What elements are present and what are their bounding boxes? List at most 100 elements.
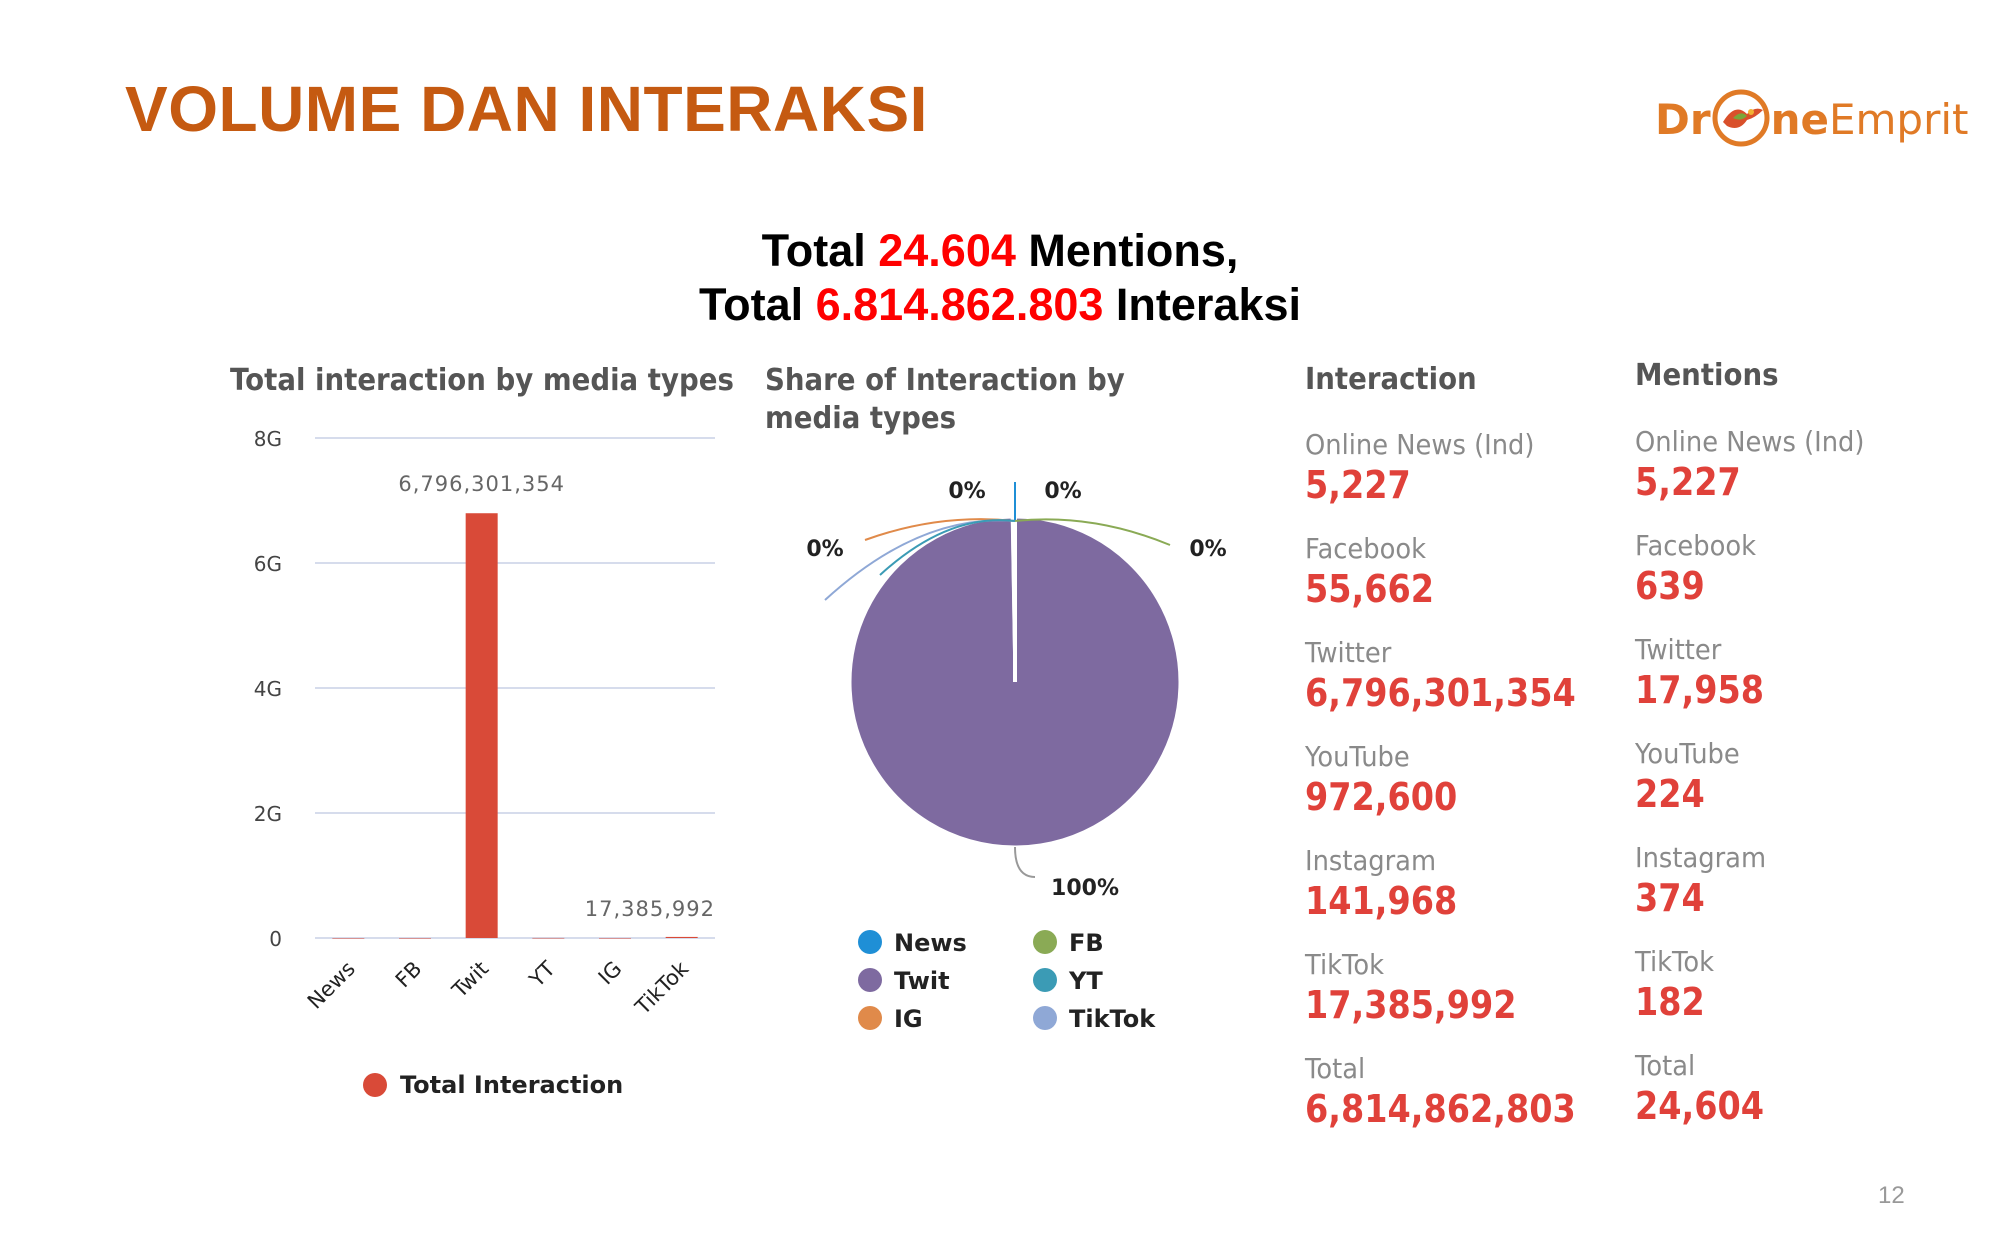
stat-label: Facebook: [1635, 529, 1757, 562]
drone-bird-logo-icon: [1711, 88, 1771, 148]
stat-label: Instagram: [1635, 841, 1767, 874]
slice-label: 0%: [1044, 479, 1081, 504]
logo-text-part: ne: [1770, 95, 1829, 144]
headline-suffix: Mentions,: [1015, 225, 1239, 276]
stat-value: 5,227: [1305, 463, 1411, 507]
stat-label: Twitter: [1635, 633, 1722, 666]
y-tick-label: 2G: [254, 802, 282, 826]
stat-item: Twitter 6,796,301,354: [1305, 636, 1613, 715]
leader-line: [879, 519, 1016, 576]
pie-chart: 0% 0% 0% 0% 100% News FB Twit YT IG TikTok: [806, 479, 1226, 1033]
slide-title: VOLUME DAN INTERAKSI: [125, 73, 928, 145]
legend-marker: [363, 1073, 387, 1097]
total-mentions-value: 24.604: [878, 225, 1016, 276]
slice-label: 0%: [806, 537, 843, 562]
stat-label: Total: [1635, 1049, 1696, 1082]
stat-item: Twitter 17,958: [1635, 633, 1782, 712]
y-tick-label: 4G: [254, 677, 282, 701]
slice-label: 100%: [1051, 876, 1119, 901]
stat-value: 24,604: [1635, 1084, 1765, 1128]
bar-ig: [599, 937, 631, 939]
legend-label: News: [894, 929, 967, 957]
stat-item: Facebook 55,662: [1305, 532, 1452, 611]
legend-marker: [858, 968, 882, 992]
data-label: 17,385,992: [585, 897, 715, 921]
x-tick-label: TikTok: [630, 956, 694, 1020]
stat-item: Online News (Ind) 5,227: [1635, 425, 1884, 504]
headline: Total 24.604 Mentions, Total 6.814.862.8…: [0, 224, 2000, 332]
y-tick-label: 6G: [254, 552, 282, 576]
logo-text-part: Emprit: [1828, 95, 1969, 144]
legend-label: IG: [894, 1005, 923, 1033]
headline-suffix: Interaksi: [1103, 279, 1302, 330]
legend-marker: [858, 930, 882, 954]
stat-value: 17,385,992: [1305, 983, 1517, 1027]
stat-label: TikTok: [1635, 945, 1715, 978]
stat-value: 224: [1635, 772, 1705, 816]
leader-line: [1014, 518, 1171, 546]
bar-fb: [399, 937, 431, 939]
leader-line: [1014, 846, 1036, 878]
stat-item: Facebook 639: [1635, 529, 1767, 608]
stat-value: 6,814,862,803: [1305, 1087, 1576, 1131]
headline-prefix: Total: [761, 225, 879, 276]
stat-item: Online News (Ind) 5,227: [1305, 428, 1554, 507]
stat-label: YouTube: [1635, 737, 1740, 770]
slice-label: 0%: [1189, 537, 1226, 562]
legend-marker: [1033, 1006, 1057, 1030]
stat-label: Instagram: [1305, 844, 1437, 877]
pie-chart-title: Share of Interaction by media types: [765, 363, 1125, 436]
headline-prefix: Total: [698, 279, 816, 330]
legend-label: FB: [1069, 929, 1104, 957]
stat-value: 5,227: [1635, 460, 1741, 504]
bar-news: [332, 937, 365, 939]
bar-yt: [532, 937, 565, 939]
legend-label: TikTok: [1069, 1005, 1156, 1033]
legend-label: Total Interaction: [400, 1071, 623, 1099]
logo-text-part: Dr: [1655, 95, 1711, 144]
interaction-column-title: Interaction: [1305, 362, 1477, 397]
bar-twit: [465, 513, 498, 938]
total-interactions-value: 6.814.862.803: [815, 279, 1104, 330]
x-tick-label: FB: [391, 957, 427, 993]
stat-value: 55,662: [1305, 567, 1435, 611]
x-tick-label: Twit: [447, 957, 493, 1003]
stat-label: TikTok: [1305, 948, 1385, 981]
stat-label: Facebook: [1305, 532, 1427, 565]
x-tick-label: IG: [594, 957, 627, 990]
stat-label: YouTube: [1305, 740, 1410, 773]
bar-chart-title: Total interaction by media types: [230, 363, 734, 398]
y-tick-label: 8G: [254, 427, 282, 451]
stat-value: 972,600: [1305, 775, 1458, 819]
stat-item: Instagram 141,968: [1305, 844, 1478, 923]
stat-value: 6,796,301,354: [1305, 671, 1576, 715]
stat-value: 141,968: [1305, 879, 1458, 923]
stat-item: Instagram 374: [1635, 841, 1777, 920]
bar-tiktok: [665, 936, 698, 938]
stat-value: 182: [1635, 980, 1705, 1024]
legend-marker: [1033, 968, 1057, 992]
stat-value: 17,958: [1635, 668, 1765, 712]
bar-chart: 0 2G 4G 6G 8G News FB Twit YT IG TikTok 6,796,301,3…: [254, 427, 715, 1099]
stat-label: Twitter: [1305, 636, 1392, 669]
slice-label: 0%: [948, 479, 985, 504]
stat-label: Online News (Ind): [1635, 425, 1865, 458]
stat-value: 639: [1635, 564, 1705, 608]
legend-marker: [1033, 930, 1057, 954]
drone-emprit-logo: Dr neEmprit: [1655, 88, 1968, 168]
page-number: 12: [1878, 1182, 1905, 1209]
x-tick-label: YT: [524, 956, 560, 992]
logo-text: Dr neEmprit: [1655, 88, 1968, 148]
stat-item: YouTube 972,600: [1305, 740, 1478, 819]
stat-item: Total 6,814,862,803: [1305, 1052, 1613, 1131]
legend-marker: [858, 1006, 882, 1030]
mentions-column-title: Mentions: [1635, 358, 1779, 393]
x-tick-label: News: [303, 957, 360, 1014]
data-label: 6,796,301,354: [398, 472, 565, 496]
legend-label: YT: [1068, 967, 1103, 995]
stat-label: Total: [1305, 1052, 1366, 1085]
stat-item: TikTok 17,385,992: [1305, 948, 1545, 1027]
stat-item: TikTok 182: [1635, 945, 1721, 1024]
stat-value: 374: [1635, 876, 1705, 920]
stat-item: Total 24,604: [1635, 1049, 1782, 1128]
